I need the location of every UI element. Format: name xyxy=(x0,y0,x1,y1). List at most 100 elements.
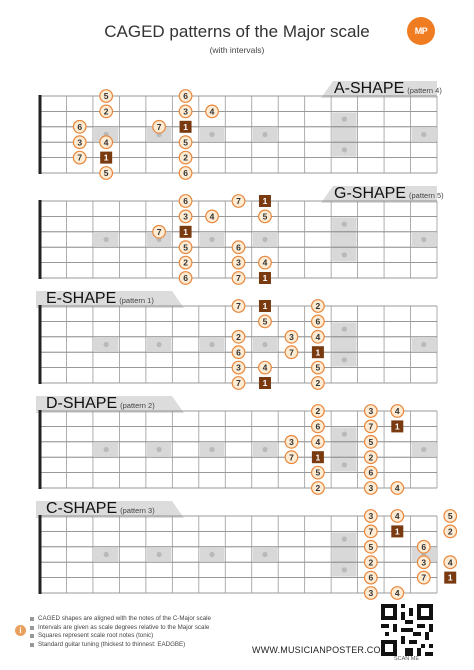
scale-note: 6 xyxy=(178,194,193,208)
scale-note: 7 xyxy=(231,271,246,285)
scale-note: 3 xyxy=(416,555,431,570)
fret-inlay-double xyxy=(332,217,357,262)
scale-note: 2 xyxy=(311,376,325,390)
fret-inlay xyxy=(93,337,119,352)
fret-inlay xyxy=(252,232,278,247)
note-interval-label: 5 xyxy=(368,542,373,552)
inlay-dot xyxy=(421,341,427,348)
scale-note: 7 xyxy=(284,345,299,360)
scale-note: 3 xyxy=(363,586,378,600)
inlay-dot xyxy=(421,551,427,558)
note-interval-label: 5 xyxy=(183,242,188,252)
scale-note: 7 xyxy=(72,150,87,165)
scale-note: 3 xyxy=(363,404,378,418)
shape-name: G-SHAPE xyxy=(334,185,407,202)
scale-note: 2 xyxy=(363,555,378,570)
inlay-dot xyxy=(103,551,109,558)
scale-note: 6 xyxy=(178,89,193,103)
shape-pattern-label: (pattern 5) xyxy=(409,191,444,200)
shape-pattern-label: (pattern 1) xyxy=(119,296,154,305)
note-interval-label: 7 xyxy=(236,273,241,283)
scale-note: 4 xyxy=(390,481,405,495)
inlay-dot xyxy=(341,221,347,227)
note-interval-label: 3 xyxy=(236,363,241,373)
scale-note: 5 xyxy=(311,360,325,375)
note-interval-label: 1 xyxy=(448,573,453,583)
scale-note: 4 xyxy=(390,586,405,600)
note-interval-label: 4 xyxy=(448,557,453,567)
inlay-dot xyxy=(262,236,268,243)
inlay-dot xyxy=(341,431,347,437)
note-interval-label: 7 xyxy=(236,196,241,206)
note-interval-label: 2 xyxy=(236,332,241,342)
fret-inlay xyxy=(146,442,172,457)
scale-note: 6 xyxy=(231,240,246,255)
inlay-dot xyxy=(262,131,268,138)
fret-inlay xyxy=(199,127,225,142)
fret-inlay xyxy=(411,547,436,562)
fret-inlay xyxy=(146,547,172,562)
inlay-dot xyxy=(341,357,347,363)
root-note: 1 xyxy=(179,225,192,238)
shape-title-tab xyxy=(321,81,437,98)
scale-note: 2 xyxy=(99,104,114,119)
note-interval-label: 2 xyxy=(368,452,373,462)
root-note: 1 xyxy=(391,525,404,538)
scale-note: 6 xyxy=(416,539,431,554)
scale-note: 3 xyxy=(363,509,378,523)
scale-note: 6 xyxy=(311,419,325,434)
footnote-item: Squares represent scale root notes (toni… xyxy=(30,632,211,641)
shape-title: E-SHAPE (pattern 1) xyxy=(46,290,154,308)
scale-note: 2 xyxy=(178,150,193,165)
scale-note: 3 xyxy=(178,209,193,224)
note-interval-label: 3 xyxy=(421,557,426,567)
website-link[interactable]: WWW.MUSICIANPOSTER.COM xyxy=(252,645,389,655)
note-interval-label: 6 xyxy=(183,196,188,206)
fret-inlay xyxy=(93,442,119,457)
note-interval-label: 4 xyxy=(104,137,109,147)
note-interval-label: 2 xyxy=(183,153,188,163)
note-interval-label: 6 xyxy=(183,168,188,178)
note-interval-label: 4 xyxy=(316,332,321,342)
scale-note: 5 xyxy=(178,240,193,255)
note-interval-label: 4 xyxy=(395,483,400,493)
fret-inlay xyxy=(252,127,278,142)
scale-note: 2 xyxy=(363,450,378,465)
note-interval-label: 4 xyxy=(395,511,400,521)
scale-note: 5 xyxy=(258,314,272,329)
note-interval-label: 1 xyxy=(263,378,268,388)
shape-title: A-SHAPE (pattern 4) xyxy=(334,80,442,98)
inlay-dot xyxy=(341,536,347,542)
note-interval-label: 1 xyxy=(183,227,188,237)
note-interval-label: 2 xyxy=(183,258,188,268)
qr-code[interactable] xyxy=(381,604,433,656)
scale-note: 3 xyxy=(363,481,378,495)
inlay-dot xyxy=(103,446,109,453)
shape-title-tab xyxy=(321,186,437,203)
note-interval-label: 5 xyxy=(104,168,109,178)
scale-note: 4 xyxy=(205,104,219,119)
footnote-item: CAGED shapes are aligned with the notes … xyxy=(30,615,211,624)
scale-note: 7 xyxy=(363,419,378,434)
fret-inlay-double xyxy=(332,112,357,157)
note-interval-label: 5 xyxy=(368,437,373,447)
scale-note: 4 xyxy=(258,360,272,375)
fret-inlay-double xyxy=(332,322,357,367)
note-interval-label: 7 xyxy=(236,378,241,388)
root-note: 1 xyxy=(391,420,404,433)
note-interval-label: 6 xyxy=(183,91,188,101)
note-interval-label: 3 xyxy=(183,212,188,222)
fret-inlay xyxy=(199,232,225,247)
note-interval-label: 5 xyxy=(263,212,268,222)
note-interval-label: 3 xyxy=(289,437,294,447)
root-note: 1 xyxy=(258,272,271,284)
shape-name: A-SHAPE xyxy=(334,80,405,97)
inlay-dot xyxy=(103,131,109,138)
shape-title-tab xyxy=(36,291,184,308)
fret-inlay xyxy=(146,127,172,142)
fret-inlay xyxy=(411,232,436,247)
note-interval-label: 7 xyxy=(157,122,162,132)
inlay-dot xyxy=(421,446,427,453)
